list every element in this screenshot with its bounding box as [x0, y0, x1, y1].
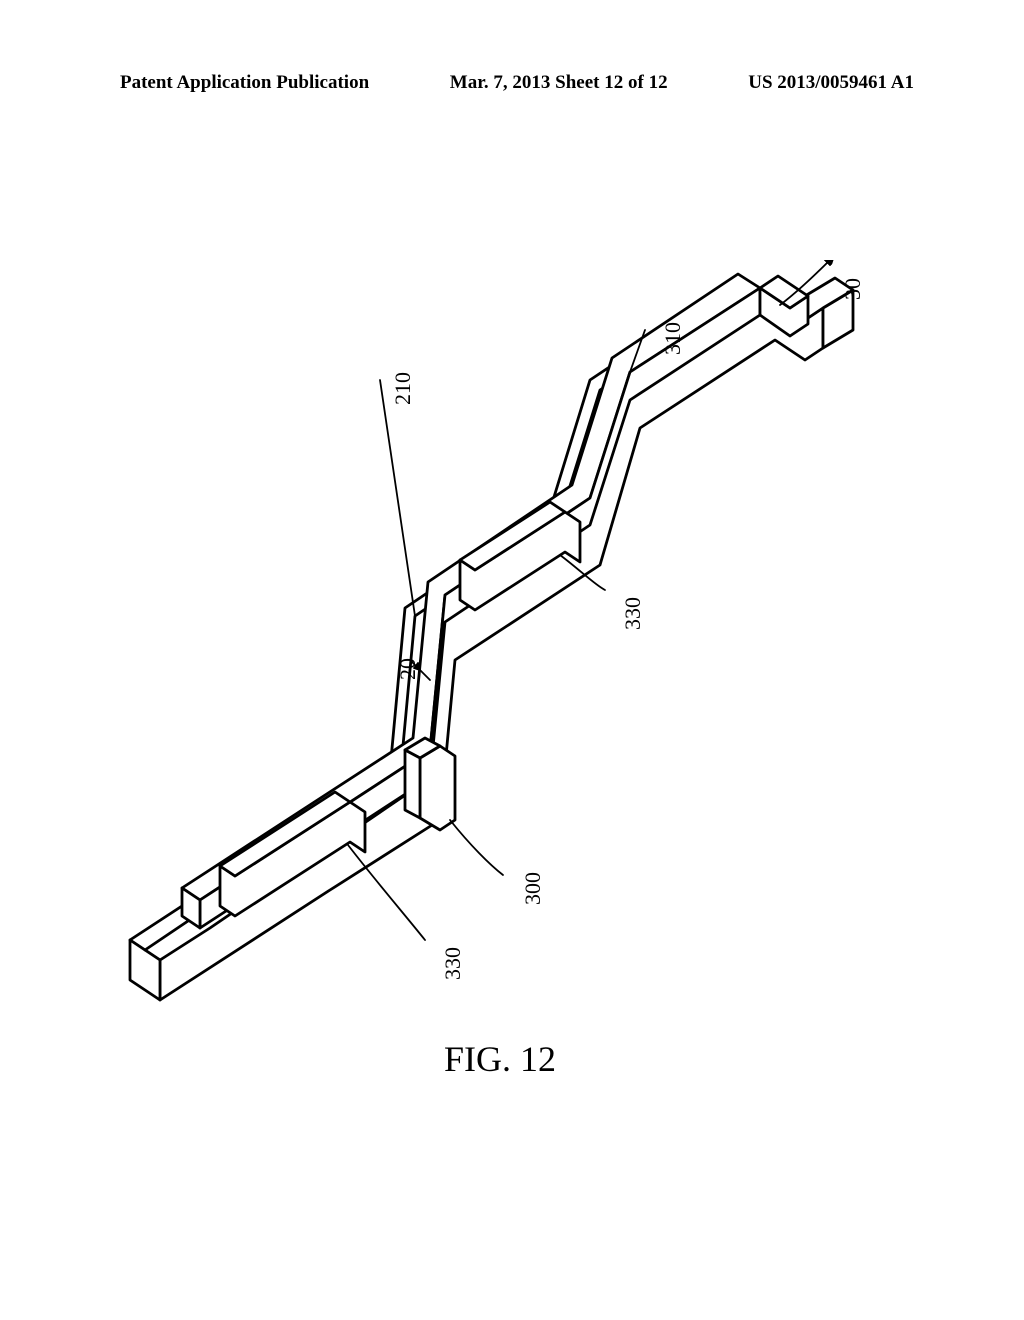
header-right: US 2013/0059461 A1: [748, 72, 914, 94]
patent-drawing: [120, 260, 880, 1100]
ref-300: 300: [520, 872, 546, 905]
ref-20: 20: [395, 658, 421, 680]
figure-label: FIG. 12: [444, 1038, 556, 1080]
page-header: Patent Application Publication Mar. 7, 2…: [0, 72, 1024, 94]
ref-30: 30: [840, 278, 866, 300]
ref-210: 210: [390, 372, 416, 405]
ref-330a: 330: [620, 597, 646, 630]
ref-330b: 330: [440, 947, 466, 980]
header-center: Mar. 7, 2013 Sheet 12 of 12: [450, 72, 668, 94]
figure-area: 30 310 210 20 330 300 330 FIG. 12: [120, 260, 880, 1100]
header-left: Patent Application Publication: [120, 72, 369, 94]
page: Patent Application Publication Mar. 7, 2…: [0, 0, 1024, 1320]
ref-310: 310: [660, 322, 686, 355]
